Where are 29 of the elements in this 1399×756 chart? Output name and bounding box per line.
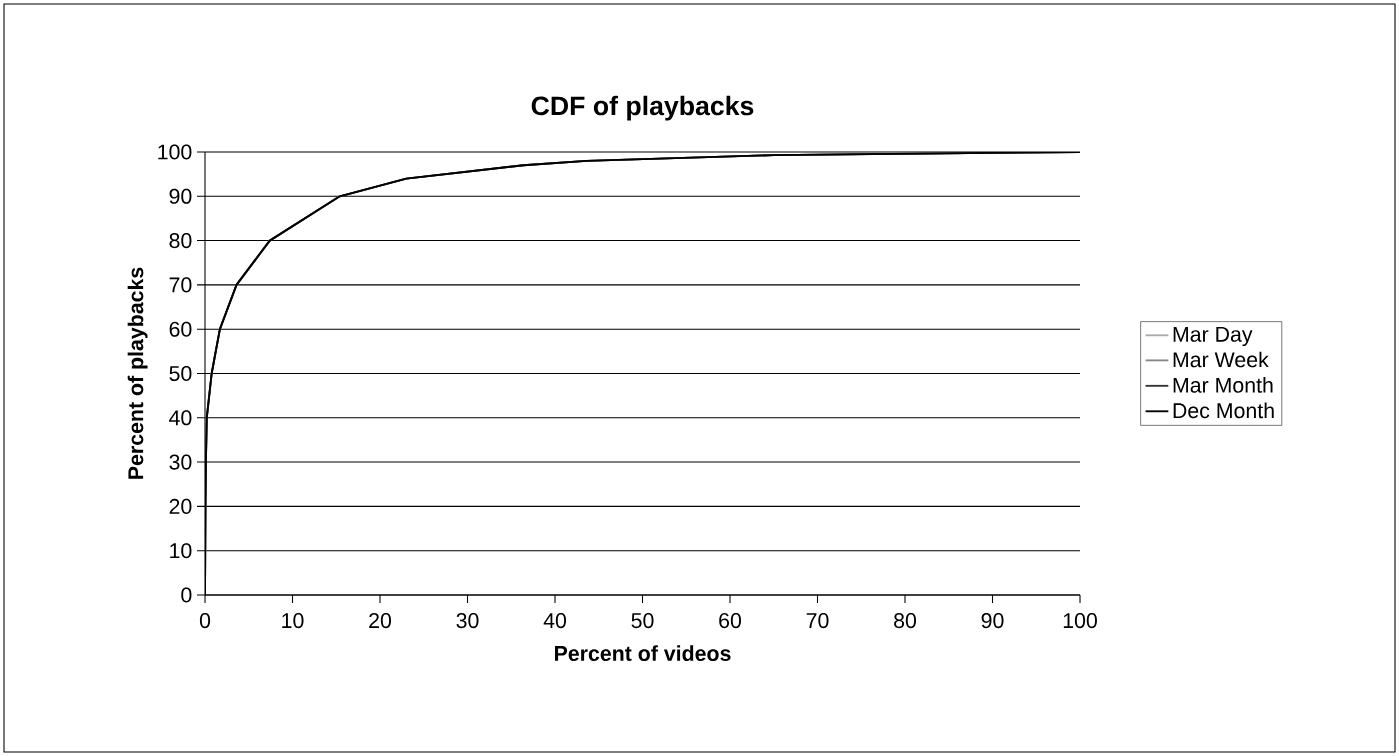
legend-label: Mar Week [1173,351,1269,368]
x-tick-label: 60 [719,613,742,629]
y-tick-label: 0 [181,587,192,603]
y-tick-label: 80 [169,233,192,249]
legend-label: Mar Month [1173,377,1273,393]
y-tick-label: 100 [158,144,192,160]
legend-label: Dec Month [1173,402,1274,419]
y-tick-label: 10 [170,543,192,559]
legend-label: Mar Day [1173,326,1253,347]
x-tick-label: 10 [282,613,304,629]
y-tick-label: 90 [169,188,192,204]
x-tick-label: 70 [806,613,829,629]
x-tick-label: 100 [1063,613,1097,629]
x-tick-label: 90 [981,613,1004,629]
x-tick-label: 80 [894,613,917,629]
y-axis-title: Percent of playbacks [127,267,148,479]
x-tick-label: 20 [369,613,392,629]
x-tick-label: 50 [631,613,654,629]
x-tick-label: 40 [543,613,567,629]
y-tick-label: 40 [169,410,192,426]
x-axis-title: Percent of videos [555,645,731,661]
y-tick-label: 50 [169,365,192,382]
chart-title: CDF of playbacks [531,95,754,121]
x-tick-label: 30 [456,613,479,629]
y-tick-label: 30 [169,454,192,470]
y-tick-label: 60 [169,321,192,337]
y-tick-label: 70 [169,277,192,293]
y-tick-label: 20 [169,498,192,514]
x-tick-label: 0 [199,613,211,629]
